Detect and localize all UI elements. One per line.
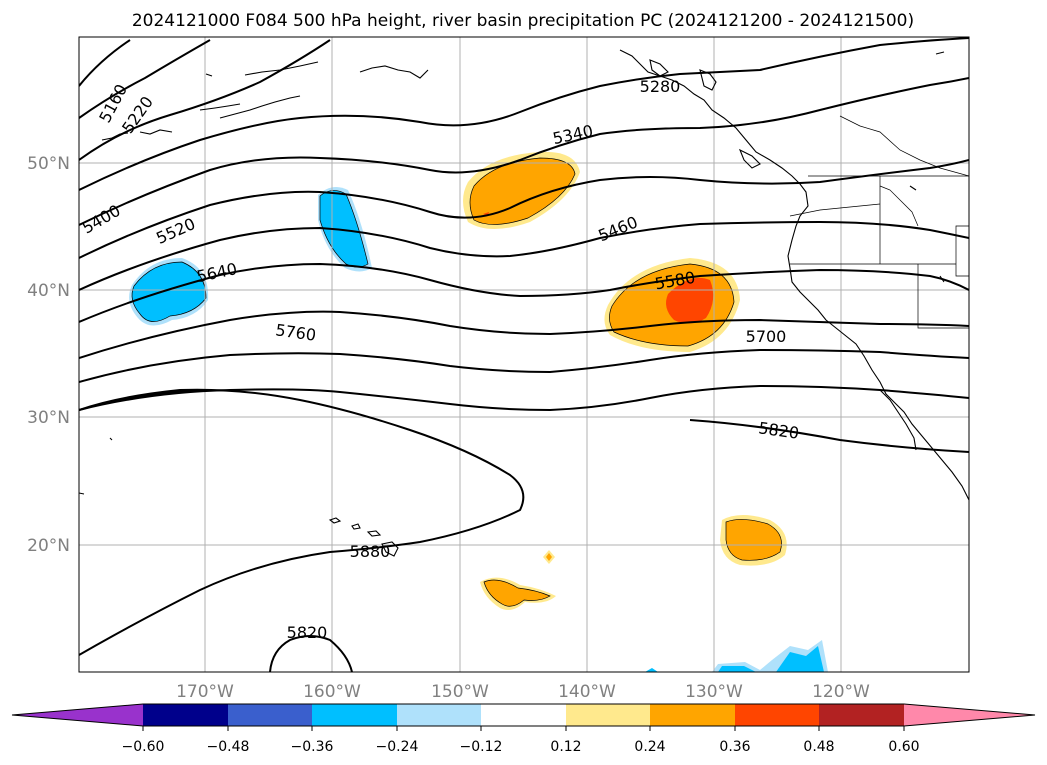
lon-label: 160°W bbox=[303, 682, 361, 702]
graticule bbox=[79, 37, 969, 672]
colorbar-tick-label: −0.24 bbox=[376, 739, 419, 755]
contour-label: 5280 bbox=[640, 77, 681, 96]
contour-labels: 5160 5220 5280 5340 5400 5460 5520 5580 … bbox=[79, 77, 800, 642]
map-frame bbox=[78, 36, 970, 673]
height-contours bbox=[79, 37, 969, 672]
map-area bbox=[79, 37, 969, 672]
lon-label: 170°W bbox=[176, 682, 234, 702]
longitude-labels: 170°W 160°W 150°W 140°W 130°W 120°W bbox=[176, 682, 870, 702]
contour-label: 5820 bbox=[287, 623, 328, 642]
contour-label: 5700 bbox=[746, 327, 787, 346]
lat-label: 40°N bbox=[27, 281, 70, 301]
colorbar-segment bbox=[397, 704, 481, 726]
lon-label: 140°W bbox=[558, 682, 616, 702]
lat-label: 50°N bbox=[27, 154, 70, 174]
colorbar-tick-label: 0.60 bbox=[888, 739, 919, 755]
latitude-labels: 50°N 40°N 30°N 20°N bbox=[27, 154, 70, 556]
colorbar: −0.60 −0.48 −0.36 −0.24 −0.12 0.12 0.24 … bbox=[11, 703, 1036, 755]
precip-positive-core-gulf-alaska bbox=[470, 158, 575, 225]
lon-label: 120°W bbox=[812, 682, 870, 702]
lon-label: 150°W bbox=[431, 682, 489, 702]
colorbar-segment bbox=[481, 704, 566, 726]
colorbar-segment bbox=[819, 704, 904, 726]
colorbar-segment bbox=[566, 704, 650, 726]
lon-label: 130°W bbox=[685, 682, 743, 702]
colorbar-segment bbox=[143, 704, 228, 726]
colorbar-tick-label: 0.12 bbox=[550, 739, 581, 755]
colorbar-tick-label: −0.12 bbox=[460, 739, 503, 755]
map-title: 2024121000 F084 500 hPa height, river ba… bbox=[132, 11, 914, 31]
colorbar-segment bbox=[904, 704, 1035, 726]
colorbar-tick-label: −0.36 bbox=[291, 739, 334, 755]
precip-positive-peak-central bbox=[666, 277, 714, 324]
contour-label: 5880 bbox=[350, 542, 391, 561]
colorbar-tick-label: 0.24 bbox=[634, 739, 665, 755]
colorbar-segment bbox=[228, 704, 312, 726]
colorbar-segment bbox=[312, 704, 397, 726]
colorbar-tick-label: −0.60 bbox=[122, 739, 165, 755]
colorbar-segments bbox=[11, 703, 1036, 727]
colorbar-tick-label: −0.48 bbox=[207, 739, 250, 755]
borders bbox=[789, 115, 969, 329]
colorbar-tick-labels: −0.60 −0.48 −0.36 −0.24 −0.12 0.12 0.24 … bbox=[122, 739, 920, 755]
lat-label: 20°N bbox=[27, 536, 70, 556]
colorbar-segment bbox=[650, 704, 735, 726]
colorbar-tick-label: 0.36 bbox=[719, 739, 750, 755]
precip-outlines bbox=[131, 157, 782, 607]
colorbar-ticks bbox=[142, 726, 905, 731]
lat-label: 30°N bbox=[27, 408, 70, 428]
colorbar-segment bbox=[12, 704, 143, 726]
map-content: 5160 5220 5280 5340 5400 5460 5520 5580 … bbox=[79, 37, 969, 672]
colorbar-segment bbox=[735, 704, 819, 726]
colorbar-tick-label: 0.48 bbox=[803, 739, 834, 755]
coastlines bbox=[79, 49, 969, 557]
